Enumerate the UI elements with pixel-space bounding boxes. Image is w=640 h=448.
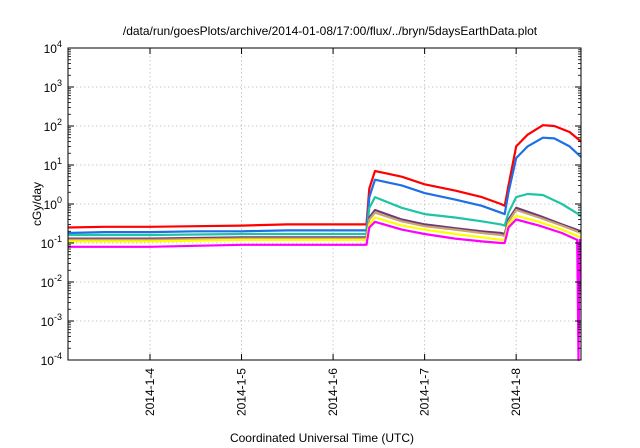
y-tick-label: 10-4 <box>41 351 62 368</box>
series-line-6 <box>68 214 582 243</box>
y-tick-label: 10-3 <box>41 312 62 329</box>
x-tick-label: 2014-1-6 <box>326 368 340 416</box>
x-tick-label: 2014-1-4 <box>143 368 157 416</box>
series-line-5 <box>68 208 582 241</box>
y-tick-label: 10-2 <box>41 273 62 290</box>
x-tick-label: 2014-1-8 <box>509 368 523 416</box>
series-line-2 <box>67 136 582 235</box>
chart-title: /data/run/goesPlots/archive/2014-01-08/1… <box>123 24 538 38</box>
series-line-4 <box>68 206 582 240</box>
y-tick-label: 100 <box>44 195 62 212</box>
series-group <box>67 124 582 362</box>
gridlines <box>68 48 581 360</box>
y-tick-label: 103 <box>44 78 62 95</box>
x-axis-label: Coordinated Universal Time (UTC) <box>230 431 414 445</box>
series-line-7 <box>68 218 582 362</box>
x-tick-label: 2014-1-7 <box>418 368 432 416</box>
series-line-3 <box>68 192 582 237</box>
y-tick-label: 101 <box>44 156 62 173</box>
x-tick-label: 2014-1-5 <box>235 368 249 416</box>
y-tick-label: 102 <box>44 117 62 134</box>
series-line-1 <box>67 124 582 229</box>
y-axis-label: cGy/day <box>30 182 44 226</box>
y-tick-label: 10-1 <box>41 234 62 251</box>
y-tick-label: 104 <box>44 39 62 56</box>
